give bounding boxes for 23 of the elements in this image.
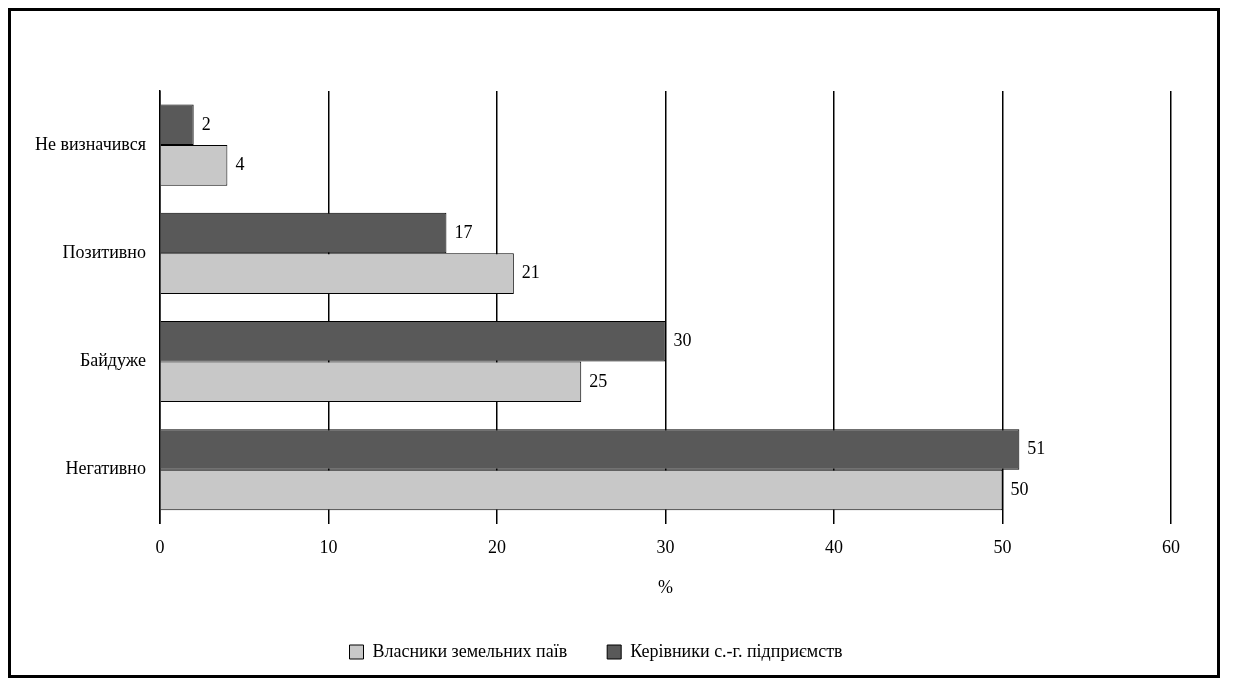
x-tick-label: 20	[487, 537, 506, 558]
legend-label: Керівники с.-г. підприємств	[630, 640, 843, 661]
data-label: 51	[1027, 438, 1046, 459]
x-tick-label: 10	[319, 537, 338, 558]
data-label: 50	[1010, 478, 1029, 499]
frame: % Власники земельних паїв Керівники с.-г. підприємств 0 10 20 30 40 50 60 Не визначився Позитивно Байдуже Негативно 2 17 30 51 4 21 25 50	[8, 8, 1220, 678]
data-label: 21	[521, 262, 540, 283]
y-tick-label: Байдуже	[79, 350, 146, 371]
data-label: 2	[201, 113, 211, 134]
data-label: 25	[589, 370, 608, 391]
data-label: 4	[235, 154, 245, 175]
y-tick-label: Негативно	[65, 458, 146, 479]
y-tick-label: Позитивно	[62, 242, 146, 263]
legend-label: Власники земельних паїв	[372, 640, 568, 661]
x-tick-label: 40	[824, 537, 843, 558]
y-tick-label: Не визначився	[35, 133, 146, 154]
x-tick-label: 30	[656, 537, 675, 558]
x-tick-label: 50	[993, 537, 1012, 558]
x-axis-title: %	[657, 576, 673, 597]
data-label: 17	[454, 221, 473, 242]
x-tick-label: 60	[1162, 537, 1180, 558]
x-tick-label: 0	[155, 537, 165, 558]
data-label: 30	[673, 329, 692, 350]
